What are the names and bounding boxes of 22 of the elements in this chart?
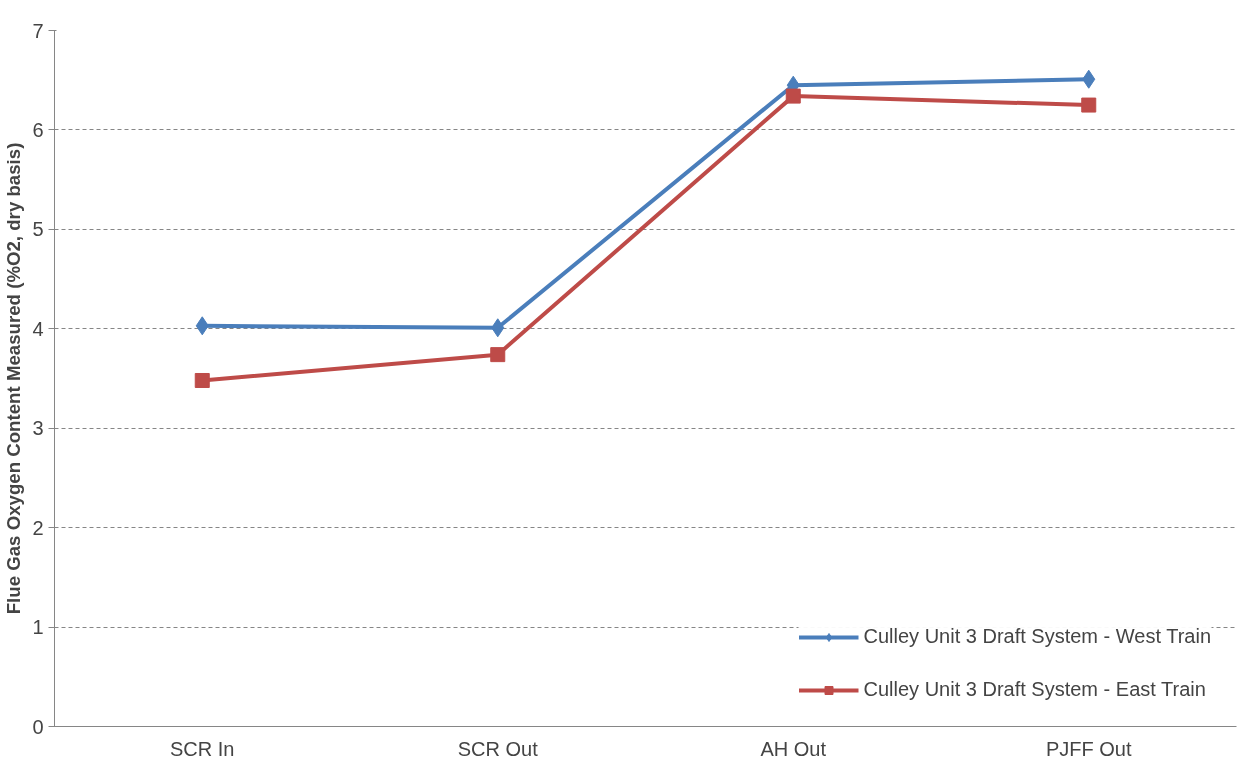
y-tick-label: 1 <box>32 616 44 639</box>
point <box>1081 97 1097 113</box>
point <box>1082 69 1096 89</box>
point <box>195 316 209 336</box>
legend-label: Culley Unit 3 Draft System - East Train <box>863 678 1206 701</box>
x-tick-label: SCR Out <box>457 737 539 760</box>
y-tick-label: 5 <box>32 218 44 241</box>
y-tick-label: 0 <box>32 715 44 738</box>
point <box>490 347 506 363</box>
point <box>491 318 505 338</box>
y-tick-label: 2 <box>32 516 44 539</box>
x-tick-label: SCR In <box>170 737 235 760</box>
y-tick-label: 4 <box>32 317 44 340</box>
legend-label: Culley Unit 3 Draft System - West Train <box>863 625 1211 648</box>
y-tick-label: 6 <box>32 118 44 141</box>
x-tick-label: AH Out <box>760 737 827 760</box>
y-axis-title: Flue Gas Oxygen Content Measured (%O2, dry basis) <box>3 142 25 615</box>
point <box>785 88 801 104</box>
y-tick-label: 3 <box>32 417 44 440</box>
point <box>194 372 210 388</box>
x-tick-label: PJFF Out <box>1045 737 1132 760</box>
y-tick-label: 7 <box>32 19 44 42</box>
